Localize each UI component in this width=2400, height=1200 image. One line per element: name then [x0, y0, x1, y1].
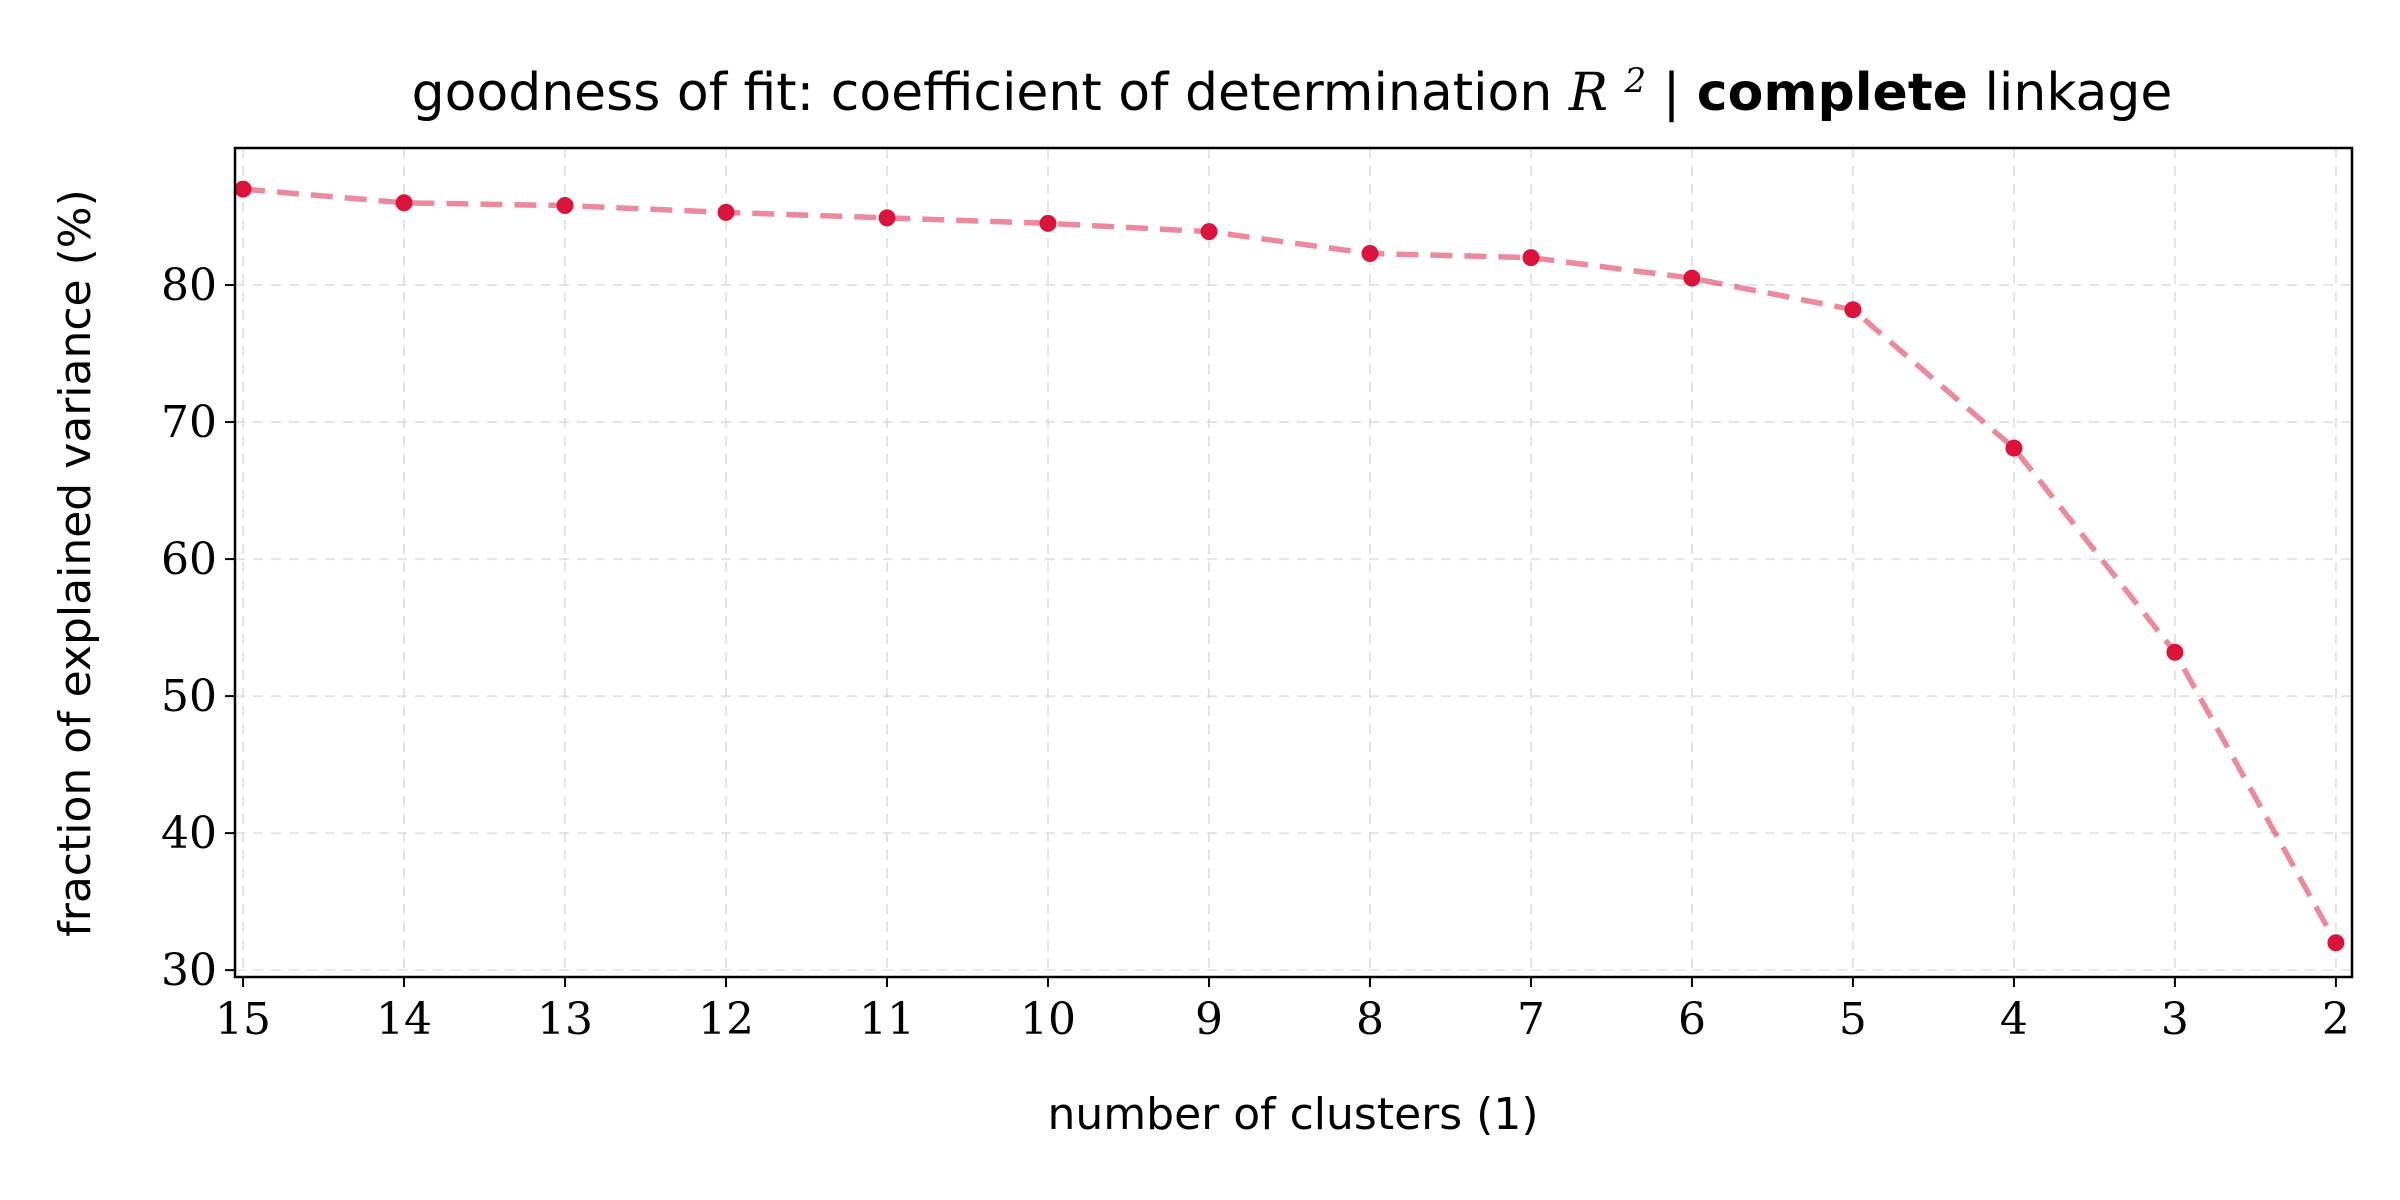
data-point-0-11 [2005, 439, 2023, 457]
y-tick-label-4: 70 [161, 397, 217, 448]
x-tick-label-1: 14 [376, 994, 432, 1045]
chart-title-math-base: R [1568, 63, 1608, 123]
x-tick-label-8: 7 [1517, 994, 1545, 1045]
x-tick-label-10: 5 [1839, 994, 1867, 1045]
data-point-0-3 [717, 203, 735, 221]
data-point-0-6 [1200, 223, 1218, 241]
chart-title-suffix: linkage [1984, 63, 2172, 123]
data-point-0-9 [1683, 269, 1701, 287]
x-tick-label-7: 8 [1356, 994, 1384, 1045]
y-tick-label-2: 50 [161, 671, 217, 722]
x-axis-label: number of clusters (1) [1048, 1089, 1539, 1140]
data-point-0-4 [878, 209, 896, 227]
x-tick-label-11: 4 [2000, 994, 2028, 1045]
data-point-0-2 [556, 197, 574, 215]
data-point-0-12 [2166, 643, 2184, 661]
data-point-0-13 [2327, 934, 2345, 952]
data-point-0-10 [1844, 301, 1862, 319]
y-tick-label-5: 80 [161, 260, 217, 311]
chart-title-math-sup: 2 [1624, 61, 1647, 101]
y-tick-label-3: 60 [161, 534, 217, 585]
x-tick-label-13: 2 [2322, 994, 2350, 1045]
x-tick-label-2: 13 [537, 994, 593, 1045]
chart-title: goodness of fit: coefficient of determin… [412, 45, 2173, 123]
y-tick-label-0: 30 [161, 945, 217, 996]
chart-title-emphasis: complete [1697, 63, 1968, 123]
chart-title-separator: | [1663, 63, 1697, 123]
x-tick-label-3: 12 [698, 994, 754, 1045]
series-layer [242, 186, 2339, 945]
data-point-0-1 [395, 194, 413, 212]
x-tick-label-9: 6 [1678, 994, 1706, 1045]
marker-layer [234, 180, 2345, 952]
grid-layer [235, 148, 2352, 977]
plot-frame [233, 146, 2354, 979]
data-point-0-8 [1522, 249, 1540, 267]
x-tick-label-5: 10 [1020, 994, 1076, 1045]
y-axis-label: fraction of explained variance (%) [50, 189, 101, 937]
x-tick-label-6: 9 [1195, 994, 1223, 1045]
x-tick-label-0: 15 [215, 994, 271, 1045]
chart-title-prefix: goodness of fit: coefficient of determin… [412, 63, 1569, 123]
x-tick-label-4: 11 [859, 994, 915, 1045]
y-tick-label-1: 40 [161, 808, 217, 859]
data-point-0-7 [1361, 245, 1379, 263]
x-tick-label-12: 3 [2161, 994, 2189, 1045]
data-point-0-0 [234, 180, 252, 198]
data-point-0-5 [1039, 214, 1057, 232]
series-line-0 [242, 186, 2339, 945]
axis-layer: 15 14 13 12 11 10 9 8 7 6 5 4 3 2 30 40 50 60 70 80 [161, 260, 2350, 1045]
